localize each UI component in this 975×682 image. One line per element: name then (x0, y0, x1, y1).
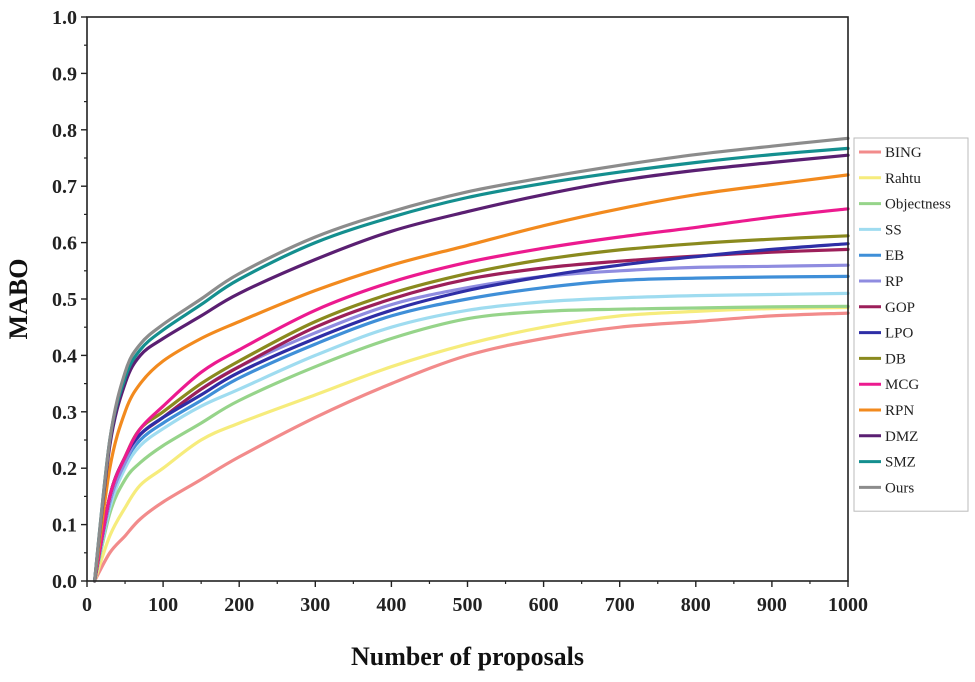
x-tick-label: 0 (82, 594, 92, 616)
x-tick-label: 400 (376, 594, 406, 616)
x-tick-label: 100 (148, 594, 178, 616)
y-tick-label: 0.9 (52, 63, 77, 85)
series-line-objectness (93, 304, 850, 583)
y-tick-label: 1.0 (52, 7, 77, 29)
x-tick-label: 800 (681, 594, 711, 616)
series-line-ours (93, 136, 850, 583)
x-tick-label: 700 (605, 594, 635, 616)
legend-label-ours: Ours (885, 480, 914, 496)
legend: BING Rahtu Objectness SS EB RP GOP LPO DB MCG RPN D… (853, 137, 969, 512)
series-line-rp (93, 263, 850, 583)
legend-box (853, 137, 969, 512)
x-tick-label: 600 (529, 594, 559, 616)
y-tick-label: 0.7 (52, 176, 77, 198)
y-tick-label: 0.6 (52, 233, 77, 255)
y-tick-label: 0.8 (52, 120, 77, 142)
series-line-mcg (93, 207, 850, 583)
legend-label-lpo: LPO (885, 326, 914, 342)
legend-label-db: DB (885, 351, 906, 367)
series-line-eb (93, 274, 850, 583)
x-axis-title: Number of proposals (351, 642, 584, 671)
legend-label-mcg: MCG (885, 377, 919, 393)
legend-label-smz: SMZ (885, 455, 916, 471)
y-tick-label: 0.3 (52, 402, 77, 424)
y-tick-label: 0.1 (52, 515, 77, 537)
axes: 0 100 200 300 400 500 600 700 800 900 1000 0.0 0.1 0.… (52, 7, 868, 616)
series-line-rahtu (93, 305, 850, 583)
legend-label-rpn: RPN (885, 403, 914, 419)
x-tick-label: 900 (757, 594, 787, 616)
plot-area (93, 136, 850, 583)
series-line-ss (93, 291, 850, 583)
x-tick-label: 300 (300, 594, 330, 616)
series-line-dmz (93, 153, 850, 583)
legend-label-dmz: DMZ (885, 429, 918, 445)
series-line-rpn (93, 173, 850, 583)
y-tick-label: 0.4 (52, 345, 77, 367)
x-tick-label: 1000 (828, 594, 868, 616)
legend-label-gop: GOP (885, 300, 915, 316)
series-line-smz (93, 146, 850, 583)
legend-label-rp: RP (885, 274, 903, 290)
y-axis-title: MABO (4, 259, 33, 340)
legend-label-eb: EB (885, 248, 904, 264)
legend-label-objectness: Objectness (885, 197, 951, 213)
legend-label-rahtu: Rahtu (885, 171, 921, 187)
y-tick-label: 0.2 (52, 458, 77, 480)
series-line-bing (93, 311, 850, 583)
y-tick-label: 0.0 (52, 571, 77, 593)
y-tick-label: 0.5 (52, 289, 77, 311)
x-tick-label: 200 (224, 594, 254, 616)
x-tick-label: 500 (453, 594, 483, 616)
legend-label-bing: BING (885, 145, 922, 161)
legend-label-ss: SS (885, 222, 902, 238)
